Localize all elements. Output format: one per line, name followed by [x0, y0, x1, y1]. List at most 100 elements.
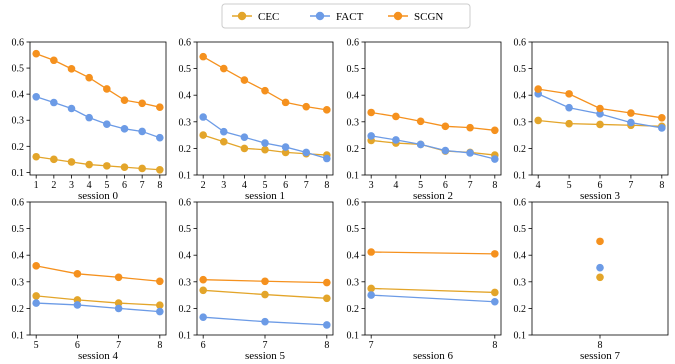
data-point-fact [32, 299, 40, 307]
y-tick-label: 0.6 [347, 198, 360, 209]
data-point-scgn [219, 64, 228, 73]
data-point-cec [32, 152, 40, 161]
data-point-fact [240, 133, 249, 142]
y-tick-label: 0.2 [514, 304, 527, 315]
subplot-session-0: 0.1 0.2 0.3 0.4 0.5 0.6 1 2 3 4 5 6 7 8 session 0 [12, 38, 167, 202]
x-tick-label: 6 [598, 180, 603, 191]
data-point-cec [50, 155, 58, 164]
y-tick-label: 0.4 [347, 91, 360, 102]
series-line-scgn [371, 111, 495, 131]
series-line-scgn [371, 251, 495, 255]
data-point-scgn [596, 104, 604, 113]
legend-frame [221, 3, 471, 29]
plot-frame [196, 201, 334, 336]
x-tick-label: 8 [598, 340, 603, 351]
x-tick-label: 7 [304, 180, 309, 191]
data-point-fact [67, 104, 76, 113]
x-tick-label: 8 [492, 180, 497, 191]
y-tick-label: 0.4 [12, 90, 25, 101]
x-tick-label: 7 [468, 180, 473, 191]
x-tick-label: 7 [628, 180, 633, 191]
y-tick-label: 0.4 [514, 251, 527, 262]
y-tick-label: 0.2 [347, 304, 360, 315]
data-point-fact [103, 120, 111, 128]
data-point-scgn [261, 86, 269, 95]
y-tick-label: 0.2 [179, 144, 192, 155]
data-point-scgn [156, 277, 164, 286]
y-tick-label: 0.5 [514, 64, 527, 75]
data-point-scgn [534, 85, 542, 93]
subplot-session-5: 0.1 0.2 0.3 0.4 0.5 0.6 6 7 8 session 5 [179, 198, 334, 362]
legend-label-fact: FACT [336, 11, 364, 23]
y-tick-label: 0.5 [514, 224, 527, 235]
data-point-fact [50, 98, 58, 107]
x-tick-label: 6 [75, 340, 80, 351]
x-tick-label: 8 [492, 340, 497, 351]
data-point-cec [261, 290, 269, 299]
data-point-cec [219, 137, 228, 146]
y-tick-label: 0.3 [12, 277, 25, 288]
x-tick-label: 7 [140, 180, 145, 191]
data-point-scgn [85, 73, 93, 82]
data-point-fact [491, 155, 499, 163]
y-tick-label: 0.3 [179, 277, 192, 288]
y-tick-label: 0.5 [347, 224, 360, 235]
data-point-cec [103, 162, 111, 170]
data-point-fact [73, 301, 82, 309]
data-point-scgn [50, 56, 58, 65]
plot-frame [29, 41, 167, 176]
y-tick-label: 0.1 [179, 171, 192, 182]
data-point-fact [596, 110, 604, 118]
data-point-scgn [565, 90, 573, 98]
data-point-cec [156, 301, 164, 310]
data-point-scgn [114, 273, 123, 282]
y-tick-label: 0.2 [179, 304, 192, 315]
data-point-scgn [441, 122, 450, 131]
subplot-session-1: 0.1 0.2 0.3 0.4 0.5 0.6 2 3 4 5 6 7 8 session 1 [179, 38, 334, 202]
y-tick-label: 0.6 [179, 38, 192, 49]
data-point-scgn [491, 250, 499, 258]
x-tick-label: 7 [116, 340, 121, 351]
legend-marker-scgn [393, 11, 403, 21]
data-point-cec [67, 158, 76, 166]
y-tick-label: 0.5 [12, 64, 25, 75]
plot-frame [29, 201, 167, 336]
y-tick-label: 0.3 [347, 117, 360, 128]
data-point-scgn [491, 126, 499, 135]
y-tick-label: 0.5 [179, 64, 192, 75]
x-tick-label: 2 [51, 180, 56, 191]
data-point-cec [281, 148, 290, 157]
subplot-session-4: 0.1 0.2 0.3 0.4 0.5 0.6 5 6 7 8 session 4 [12, 198, 167, 362]
data-point-scgn [323, 278, 331, 287]
data-point-scgn [323, 106, 331, 114]
data-point-cec [367, 284, 375, 293]
y-tick-label: 0.4 [514, 91, 527, 102]
y-tick-label: 0.1 [514, 331, 527, 342]
data-point-fact [199, 113, 207, 121]
series-line-cec [371, 287, 495, 294]
y-tick-label: 0.1 [12, 168, 25, 179]
x-tick-label: 5 [418, 180, 423, 191]
data-point-cec [596, 120, 604, 129]
x-tick-label: 7 [369, 340, 374, 351]
x-tick-label: 8 [157, 340, 162, 351]
x-tick-label: 6 [201, 340, 206, 351]
data-point-scgn [466, 123, 474, 132]
data-point-cec [491, 288, 499, 297]
data-point-scgn [302, 102, 311, 111]
data-point-fact [85, 113, 93, 122]
x-axis-label: session 5 [245, 350, 286, 362]
data-point-scgn [627, 109, 635, 117]
y-tick-label: 0.3 [514, 117, 527, 128]
data-point-scgn [103, 85, 111, 93]
x-axis-label: session 6 [413, 350, 454, 362]
plot-frame [364, 201, 502, 336]
y-tick-label: 0.1 [347, 171, 360, 182]
data-point-cec [138, 164, 146, 173]
y-tick-label: 0.5 [179, 224, 192, 235]
x-axis-label: session 2 [413, 190, 453, 202]
data-point-cec [199, 286, 207, 295]
x-tick-label: 5 [34, 340, 39, 351]
legend-label-cec: CEC [258, 11, 279, 23]
